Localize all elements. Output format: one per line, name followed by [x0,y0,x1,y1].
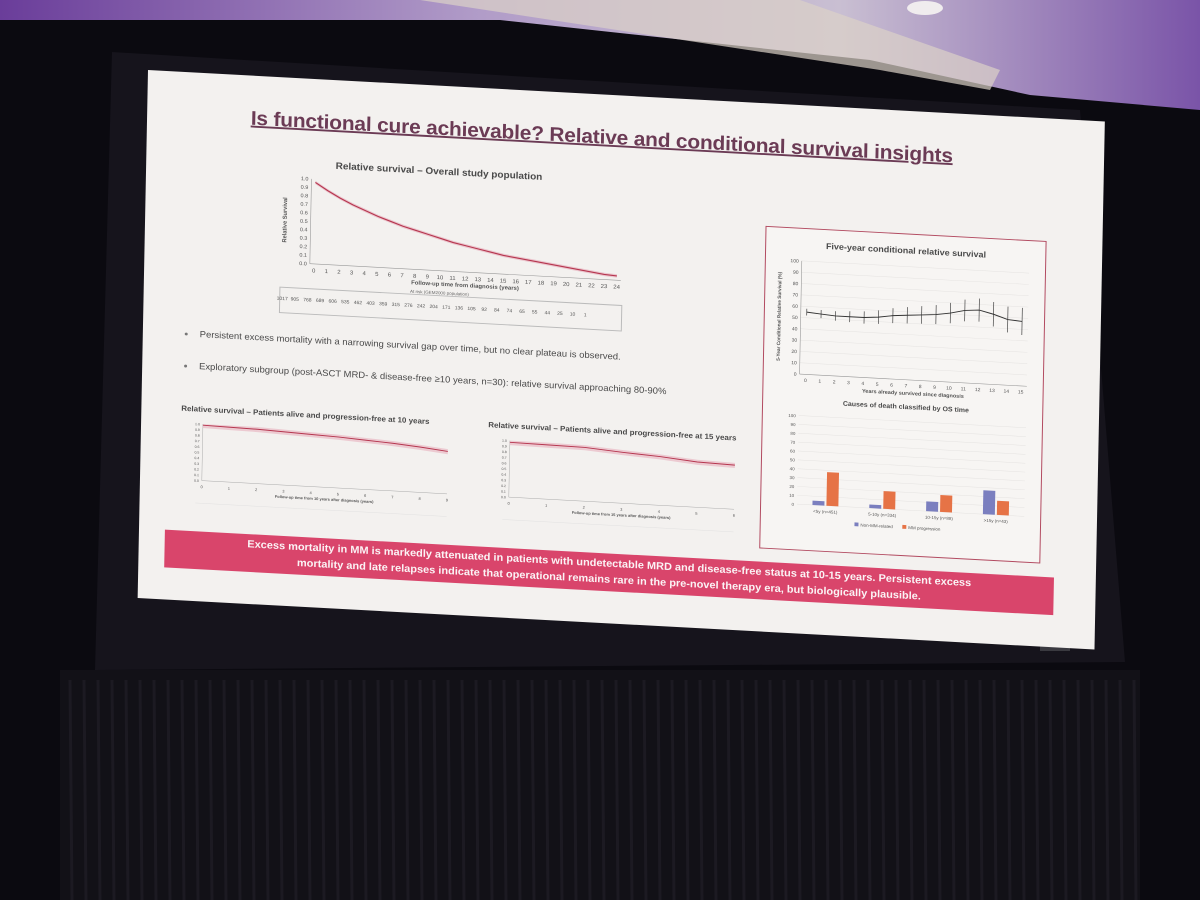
curtain-fold [810,679,816,900]
curtain-fold [292,679,298,900]
curtain-fold [992,679,998,900]
curtain-fold [614,679,620,900]
curtain-fold [572,679,578,900]
curtain-fold [502,679,508,900]
curtain-fold [1104,679,1110,900]
curtain-fold [740,679,746,900]
curtain-fold [712,679,718,900]
curtain-fold [474,679,480,900]
curtain-fold [362,679,368,900]
curtain-fold [530,679,536,900]
curtain-fold [936,679,942,900]
curtain-fold [1062,679,1068,900]
curtain-fold [880,679,886,900]
curtain-fold [306,679,312,900]
curtain-fold [334,679,340,900]
curtain-fold [236,679,242,900]
curtain-fold [1076,679,1082,900]
curtain-fold [684,679,690,900]
curtain-fold [404,679,410,900]
curtain-folds [68,679,1138,900]
curtain-fold [516,679,522,900]
ceiling-light [907,1,943,15]
ceiling [0,0,1200,110]
curtain-fold [320,679,326,900]
curtain-fold [978,679,984,900]
curtain-fold [1020,679,1026,900]
curtain-fold [1006,679,1012,900]
curtain-fold [222,679,228,900]
curtain-fold [1132,679,1138,900]
curtain-fold [586,679,592,900]
curtain-fold [642,679,648,900]
curtain-fold [152,679,158,900]
curtain-fold [1118,679,1124,900]
curtain-fold [180,679,186,900]
curtain-fold [278,679,284,900]
curtain-fold [250,679,256,900]
curtain-fold [656,679,662,900]
curtain-fold [670,679,676,900]
curtain-fold [600,679,606,900]
screen-label-plate [1040,643,1070,651]
curtain-fold [376,679,382,900]
curtain-fold [418,679,424,900]
curtain-fold [68,679,74,900]
curtain-fold [1090,679,1096,900]
curtain-fold [754,679,760,900]
ceiling-trim [420,0,1000,90]
curtain-fold [138,679,144,900]
curtain-fold [264,679,270,900]
curtain-fold [964,679,970,900]
curtain-fold [166,679,172,900]
curtain-fold [82,679,88,900]
curtain-fold [390,679,396,900]
curtain-fold [726,679,732,900]
curtain-fold [460,679,466,900]
curtain-fold [110,679,116,900]
curtain-fold [124,679,130,900]
curtain-fold [432,679,438,900]
curtain-fold [698,679,704,900]
curtain-fold [208,679,214,900]
curtain-fold [96,679,102,900]
stage-curtain [60,670,1140,900]
curtain-fold [1048,679,1054,900]
curtain-fold [950,679,956,900]
projection-screen-frame [95,52,1125,670]
curtain-fold [908,679,914,900]
curtain-fold [194,679,200,900]
curtain-fold [782,679,788,900]
curtain-fold [922,679,928,900]
curtain-fold [838,679,844,900]
curtain-fold [866,679,872,900]
curtain-fold [768,679,774,900]
curtain-fold [824,679,830,900]
curtain-fold [894,679,900,900]
curtain-fold [348,679,354,900]
curtain-fold [1034,679,1040,900]
curtain-fold [628,679,634,900]
curtain-fold [796,679,802,900]
curtain-fold [544,679,550,900]
curtain-fold [558,679,564,900]
curtain-fold [446,679,452,900]
curtain-fold [852,679,858,900]
curtain-fold [488,679,494,900]
